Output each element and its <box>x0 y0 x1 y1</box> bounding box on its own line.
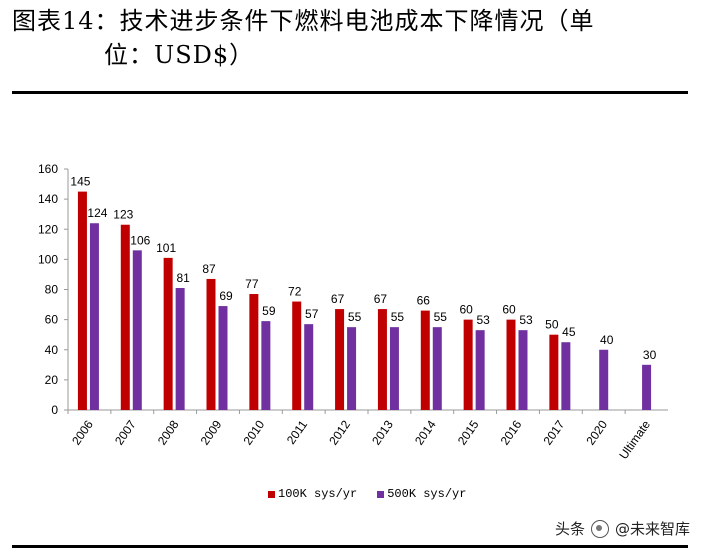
data-label-500k: 57 <box>305 307 319 321</box>
bar-500k <box>599 349 609 410</box>
y-tick-label: 100 <box>38 252 58 266</box>
bar-100k <box>206 278 216 410</box>
watermark-source: 头条 <box>555 520 586 538</box>
y-tick-label: 20 <box>45 373 59 387</box>
top-rule <box>12 91 688 94</box>
bar-500k <box>518 330 528 410</box>
data-label-500k: 69 <box>219 289 233 303</box>
data-label-500k: 53 <box>476 313 490 327</box>
data-label-500k: 53 <box>519 313 533 327</box>
figure-title-line2: 位：USD$） <box>104 41 255 69</box>
data-label-100k: 145 <box>70 175 90 189</box>
data-label-500k: 81 <box>176 271 190 285</box>
bar-100k <box>420 310 430 410</box>
y-tick-label: 40 <box>45 343 59 357</box>
bar-500k <box>89 223 99 410</box>
chart-legend: 100K sys/yr 500K sys/yr <box>268 487 466 501</box>
bar-100k <box>120 224 130 410</box>
x-tick-label: 2006 <box>69 417 96 447</box>
watermark: 头条 @未来智库 <box>555 518 690 539</box>
bar-500k <box>389 327 399 410</box>
bar-100k <box>292 301 302 410</box>
bar-500k <box>304 324 314 410</box>
data-label-100k: 67 <box>374 292 388 306</box>
watermark-account: @未来智库 <box>615 520 691 538</box>
legend-swatch-100k <box>268 490 275 498</box>
y-tick-label: 140 <box>38 192 58 206</box>
data-label-500k: 30 <box>643 348 657 362</box>
x-tick-label: 2007 <box>112 417 139 447</box>
bar-500k <box>475 330 485 410</box>
bar-500k <box>642 364 652 410</box>
bar-100k <box>335 309 345 410</box>
data-label-500k: 55 <box>391 310 405 324</box>
data-label-500k: 45 <box>562 325 576 339</box>
figure-title-line1: 图表14：技术进步条件下燃料电池成本下降情况（单 <box>12 7 595 35</box>
bar-100k <box>249 294 259 410</box>
bar-500k <box>218 306 228 410</box>
y-tick-label: 120 <box>38 222 58 236</box>
bar-500k <box>432 327 442 410</box>
x-tick-label: 2014 <box>412 417 439 447</box>
data-label-100k: 50 <box>545 318 559 332</box>
data-label-100k: 66 <box>417 294 431 308</box>
x-tick-label: 2009 <box>198 417 225 447</box>
data-label-500k: 40 <box>600 333 614 347</box>
bar-500k <box>132 250 142 410</box>
legend-item-100k: 100K sys/yr <box>268 487 357 501</box>
x-tick-label: 2008 <box>155 417 182 447</box>
bar-100k <box>377 309 387 410</box>
data-label-100k: 60 <box>502 303 516 317</box>
data-label-100k: 101 <box>156 241 176 255</box>
data-label-500k: 124 <box>87 206 107 220</box>
data-label-500k: 55 <box>434 310 448 324</box>
bar-100k <box>506 319 516 410</box>
bar-100k <box>163 257 173 410</box>
x-tick-label: 2011 <box>284 417 310 446</box>
figure-title: 图表14：技术进步条件下燃料电池成本下降情况（单 位：USD$） <box>12 4 688 72</box>
y-tick-label: 0 <box>51 403 58 417</box>
data-label-500k: 106 <box>130 233 150 247</box>
legend-item-500k: 500K sys/yr <box>377 487 466 501</box>
legend-label-100k: 100K sys/yr <box>278 487 358 501</box>
y-tick-label: 80 <box>45 283 59 297</box>
data-label-500k: 55 <box>348 310 362 324</box>
watermark-logo-icon <box>591 519 610 538</box>
data-label-100k: 67 <box>331 292 345 306</box>
x-tick-label: 2016 <box>498 417 525 447</box>
x-tick-label: 2017 <box>541 417 568 447</box>
x-tick-label: Ultimate <box>616 417 653 461</box>
x-tick-label: 2020 <box>583 417 610 447</box>
bar-500k <box>347 327 357 410</box>
x-tick-label: 2013 <box>369 417 396 447</box>
bottom-rule <box>12 545 688 548</box>
legend-swatch-500k <box>377 490 385 498</box>
x-tick-label: 2015 <box>455 417 482 447</box>
bar-100k <box>463 319 473 410</box>
bar-100k <box>549 334 559 410</box>
x-tick-label: 2012 <box>326 417 353 447</box>
y-tick-label: 160 <box>38 162 58 176</box>
legend-label-500k: 500K sys/yr <box>387 487 467 501</box>
bar-100k <box>77 191 87 410</box>
data-label-100k: 60 <box>459 303 473 317</box>
data-label-100k: 123 <box>113 208 133 222</box>
figure-header: 图表14：技术进步条件下燃料电池成本下降情况（单 位：USD$） <box>12 4 688 72</box>
data-label-500k: 59 <box>262 304 276 318</box>
bar-500k <box>175 287 185 410</box>
x-tick-label: 2010 <box>241 417 268 447</box>
bar-500k <box>561 342 571 410</box>
y-tick-label: 60 <box>45 313 59 327</box>
data-label-100k: 72 <box>288 285 302 299</box>
data-label-100k: 87 <box>202 262 216 276</box>
bar-500k <box>261 321 271 410</box>
data-label-100k: 77 <box>245 277 259 291</box>
